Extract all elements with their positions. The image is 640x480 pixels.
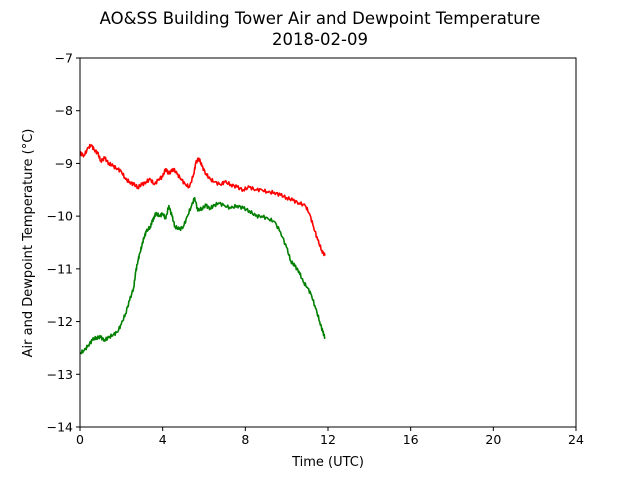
x-axis-label: Time (UTC) bbox=[291, 455, 364, 470]
dewpoint-temperature-line bbox=[79, 196, 326, 355]
y-tick-label: −9 bbox=[55, 156, 73, 171]
x-tick-label: 12 bbox=[320, 432, 336, 447]
y-tick-label: −13 bbox=[47, 367, 73, 382]
x-tick-label: 24 bbox=[568, 432, 584, 447]
x-tick-label: 4 bbox=[159, 432, 167, 447]
y-tick-label: −11 bbox=[47, 261, 73, 276]
y-tick-label: −7 bbox=[55, 51, 73, 66]
y-tick-label: −12 bbox=[47, 314, 73, 329]
x-axis: 0 4 8 12 16 20 24 bbox=[76, 427, 584, 447]
y-tick-label: −8 bbox=[55, 103, 73, 118]
y-tick-label: −14 bbox=[47, 420, 73, 435]
chart-title: AO&SS Building Tower Air and Dewpoint Te… bbox=[100, 9, 541, 28]
x-tick-label: 16 bbox=[403, 432, 419, 447]
y-tick-label: −10 bbox=[47, 209, 73, 224]
y-axis-label: Air and Dewpoint Temperature (°C) bbox=[21, 129, 36, 358]
air-temperature-line bbox=[79, 143, 326, 257]
y-axis: −14 −13 −12 −11 −10 −9 −8 −7 bbox=[47, 51, 80, 435]
x-tick-label: 20 bbox=[485, 432, 501, 447]
chart-subtitle: 2018-02-09 bbox=[272, 30, 368, 49]
x-tick-label: 0 bbox=[76, 432, 84, 447]
plot-frame bbox=[79, 57, 577, 428]
x-tick-label: 8 bbox=[241, 432, 249, 447]
series-layer bbox=[79, 143, 326, 355]
